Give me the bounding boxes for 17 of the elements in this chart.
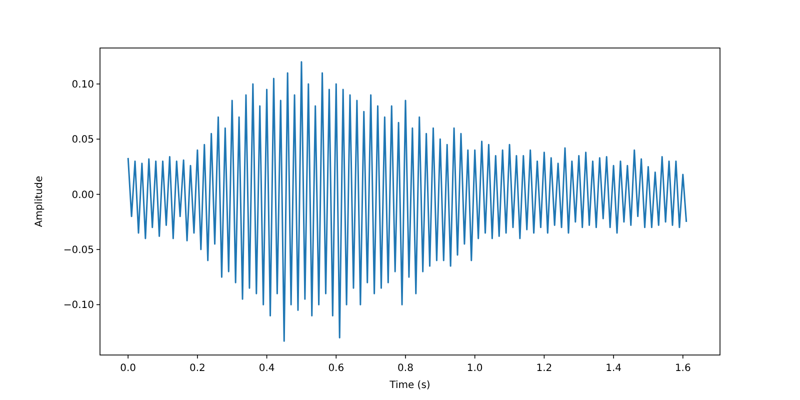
y-tick-label: 0.05: [72, 134, 94, 146]
line-series: [127, 61, 688, 342]
y-tick-label: 0.10: [72, 79, 94, 90]
x-tick-label: 0.0: [120, 363, 136, 374]
x-tick-label: 1.0: [466, 363, 483, 374]
x-tick-label: 0.6: [328, 363, 344, 374]
x-tick-label: 0.4: [258, 363, 275, 374]
x-tick-label: 0.2: [189, 363, 206, 374]
x-tick-label: 1.4: [606, 363, 622, 374]
x-tick-label: 1.6: [674, 363, 691, 374]
y-axis-title: Amplitude: [34, 176, 45, 228]
y-tick-label: −0.10: [63, 300, 94, 312]
x-tick-label: 0.8: [398, 363, 414, 374]
y-tick-label: 0.00: [72, 190, 94, 201]
y-tick-label: −0.05: [63, 245, 94, 256]
x-tick-label: 1.2: [536, 363, 552, 374]
x-axis-title: Time (s): [388, 380, 430, 391]
